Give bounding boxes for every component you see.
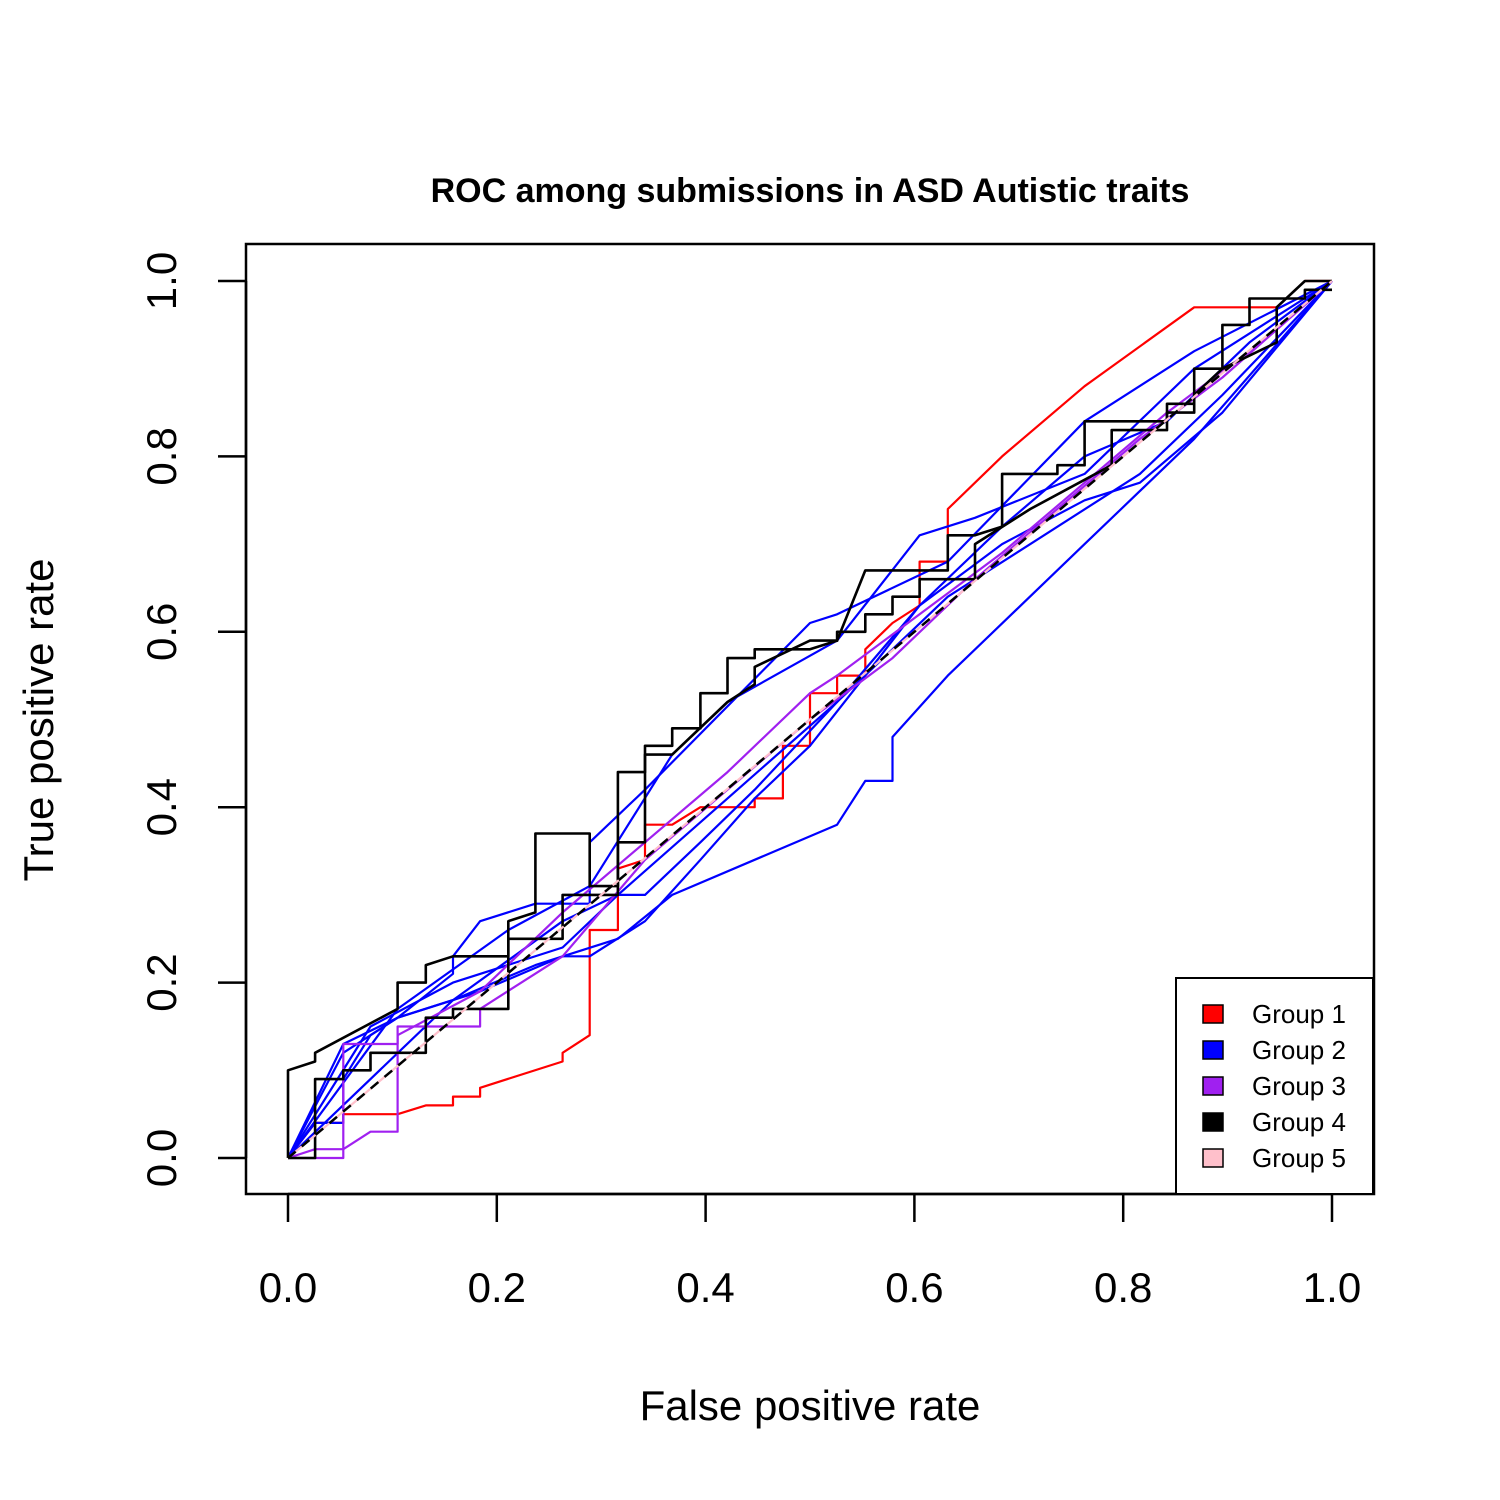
x-axis-label: False positive rate bbox=[640, 1382, 981, 1429]
x-tick-label-2: 0.4 bbox=[676, 1264, 734, 1311]
x-axis: 0.0 0.2 0.4 0.6 0.8 1.0 bbox=[259, 1192, 1361, 1311]
chart-title: ROC among submissions in ASD Autistic tr… bbox=[431, 172, 1190, 210]
x-tick-label-4: 0.8 bbox=[1094, 1264, 1152, 1311]
y-tick-label-3: 0.6 bbox=[138, 603, 185, 661]
y-tick-label-2: 0.4 bbox=[138, 778, 185, 836]
plot-frame bbox=[244, 242, 1376, 1196]
y-tick-label-1: 0.2 bbox=[138, 953, 185, 1011]
legend-swatch-1 bbox=[1202, 1004, 1224, 1024]
y-tick-label-0: 0.0 bbox=[138, 1129, 185, 1187]
roc-curve-group-3-7 bbox=[288, 280, 1333, 1160]
x-tick-label-1: 0.2 bbox=[468, 1264, 526, 1311]
y-tick-label-5: 1.0 bbox=[138, 252, 185, 310]
roc-curve-group-4-10 bbox=[288, 288, 1332, 1160]
legend-swatch-4 bbox=[1202, 1112, 1224, 1132]
legend-label-5: Group 5 bbox=[1252, 1143, 1346, 1173]
legend-swatch-5 bbox=[1202, 1148, 1224, 1168]
roc-curve-group-2-3 bbox=[287, 280, 1333, 1159]
roc-curve-group-2-5 bbox=[287, 280, 1333, 1159]
x-tick-label-5: 1.0 bbox=[1303, 1264, 1361, 1311]
legend-label-4: Group 4 bbox=[1252, 1107, 1346, 1137]
y-tick-label-4: 0.8 bbox=[138, 427, 185, 485]
legend-swatch-3 bbox=[1202, 1076, 1224, 1096]
roc-curve-group-2-4 bbox=[287, 280, 1333, 1159]
legend-swatch-2 bbox=[1202, 1040, 1224, 1060]
legend: Group 1 Group 2 Group 3 Group 4 Group 5 bbox=[1175, 977, 1374, 1195]
plot-area bbox=[286, 279, 1333, 1160]
x-tick-label-0: 0.0 bbox=[259, 1264, 317, 1311]
legend-label-1: Group 1 bbox=[1252, 999, 1346, 1029]
y-axis-label: True positive rate bbox=[15, 559, 62, 882]
legend-label-3: Group 3 bbox=[1252, 1071, 1346, 1101]
legend-label-2: Group 2 bbox=[1252, 1035, 1346, 1065]
x-tick-label-3: 0.6 bbox=[885, 1264, 943, 1311]
reference-diagonal-line bbox=[287, 280, 1333, 1159]
